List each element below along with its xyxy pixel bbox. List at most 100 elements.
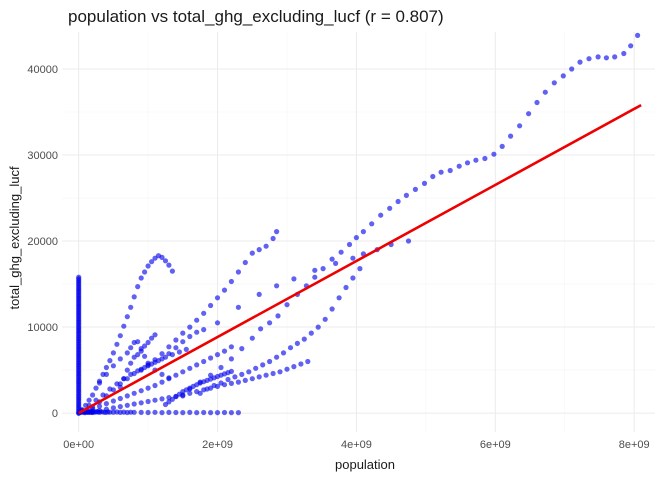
data-point	[412, 186, 418, 192]
x-tick-label: 4e+09	[341, 439, 372, 451]
data-point	[90, 392, 96, 398]
data-point	[131, 390, 137, 396]
data-point	[194, 329, 200, 335]
data-point	[142, 364, 148, 371]
data-point	[569, 66, 575, 72]
x-tick-label: 6e+09	[480, 439, 511, 451]
data-point	[180, 339, 186, 345]
data-point	[456, 163, 462, 169]
data-point	[357, 266, 363, 272]
data-point	[187, 333, 193, 340]
data-point	[138, 348, 144, 354]
data-point	[142, 353, 148, 359]
data-point	[298, 361, 304, 367]
data-point	[284, 366, 290, 372]
data-point	[103, 401, 109, 407]
data-point	[403, 192, 409, 198]
data-point	[246, 369, 252, 375]
data-point	[180, 369, 186, 375]
data-point	[155, 358, 162, 364]
data-point	[430, 173, 436, 180]
data-point	[221, 348, 228, 354]
data-point	[201, 387, 207, 393]
data-point	[145, 360, 151, 366]
data-point	[107, 386, 113, 392]
data-point	[138, 400, 144, 406]
data-point	[124, 367, 130, 373]
data-point	[221, 287, 228, 293]
data-point	[329, 306, 335, 312]
data-point	[110, 350, 116, 356]
data-point	[242, 377, 248, 383]
data-point	[159, 396, 165, 402]
grid	[62, 32, 655, 432]
data-points	[76, 32, 641, 416]
y-tick-label: 20000	[27, 236, 58, 248]
data-point	[256, 247, 262, 253]
data-point	[214, 383, 221, 389]
data-point	[121, 323, 127, 329]
data-point	[135, 284, 141, 290]
data-point	[353, 235, 359, 241]
data-point	[107, 358, 113, 364]
data-point	[235, 304, 241, 310]
data-point	[338, 249, 344, 255]
data-point	[267, 358, 273, 365]
data-point	[208, 410, 214, 416]
data-point	[228, 368, 234, 374]
data-point	[239, 371, 245, 377]
data-point	[145, 409, 151, 416]
data-point	[464, 160, 471, 166]
data-point	[117, 404, 123, 410]
data-point	[135, 352, 141, 358]
data-point	[218, 364, 224, 371]
data-point	[517, 123, 523, 129]
data-point	[208, 355, 214, 361]
data-point	[350, 255, 356, 261]
data-point	[305, 358, 311, 365]
data-point	[201, 358, 207, 365]
data-point	[138, 275, 144, 281]
data-point	[274, 354, 280, 360]
data-point	[253, 365, 259, 371]
data-point	[173, 337, 179, 343]
data-point	[421, 180, 428, 186]
data-point	[166, 262, 172, 268]
data-point	[275, 313, 281, 319]
data-point	[333, 260, 339, 266]
data-point	[214, 352, 221, 358]
data-point	[221, 409, 228, 416]
data-point	[187, 365, 193, 371]
data-point	[131, 401, 137, 407]
data-point	[149, 259, 155, 265]
data-point	[628, 43, 634, 49]
data-point	[228, 410, 234, 416]
data-point	[124, 314, 130, 320]
x-tick-label: 0e+00	[63, 439, 94, 451]
data-point	[169, 268, 175, 274]
data-point	[270, 370, 276, 377]
data-point	[117, 395, 123, 402]
data-point	[322, 316, 328, 322]
data-point	[159, 371, 165, 377]
data-point	[277, 369, 283, 375]
data-point	[343, 284, 349, 291]
data-point	[187, 324, 193, 330]
data-point	[124, 393, 130, 399]
data-point	[329, 256, 335, 262]
data-point	[235, 269, 241, 275]
data-point	[214, 410, 221, 416]
data-point	[180, 410, 186, 416]
data-point	[183, 346, 189, 352]
data-point	[117, 356, 123, 362]
data-point	[208, 385, 214, 391]
data-point	[214, 295, 221, 301]
data-point	[145, 398, 151, 405]
data-point	[438, 169, 444, 175]
data-point	[225, 376, 231, 383]
data-point	[162, 354, 169, 360]
data-point	[551, 80, 557, 86]
data-point	[149, 335, 155, 341]
data-point	[603, 55, 610, 61]
